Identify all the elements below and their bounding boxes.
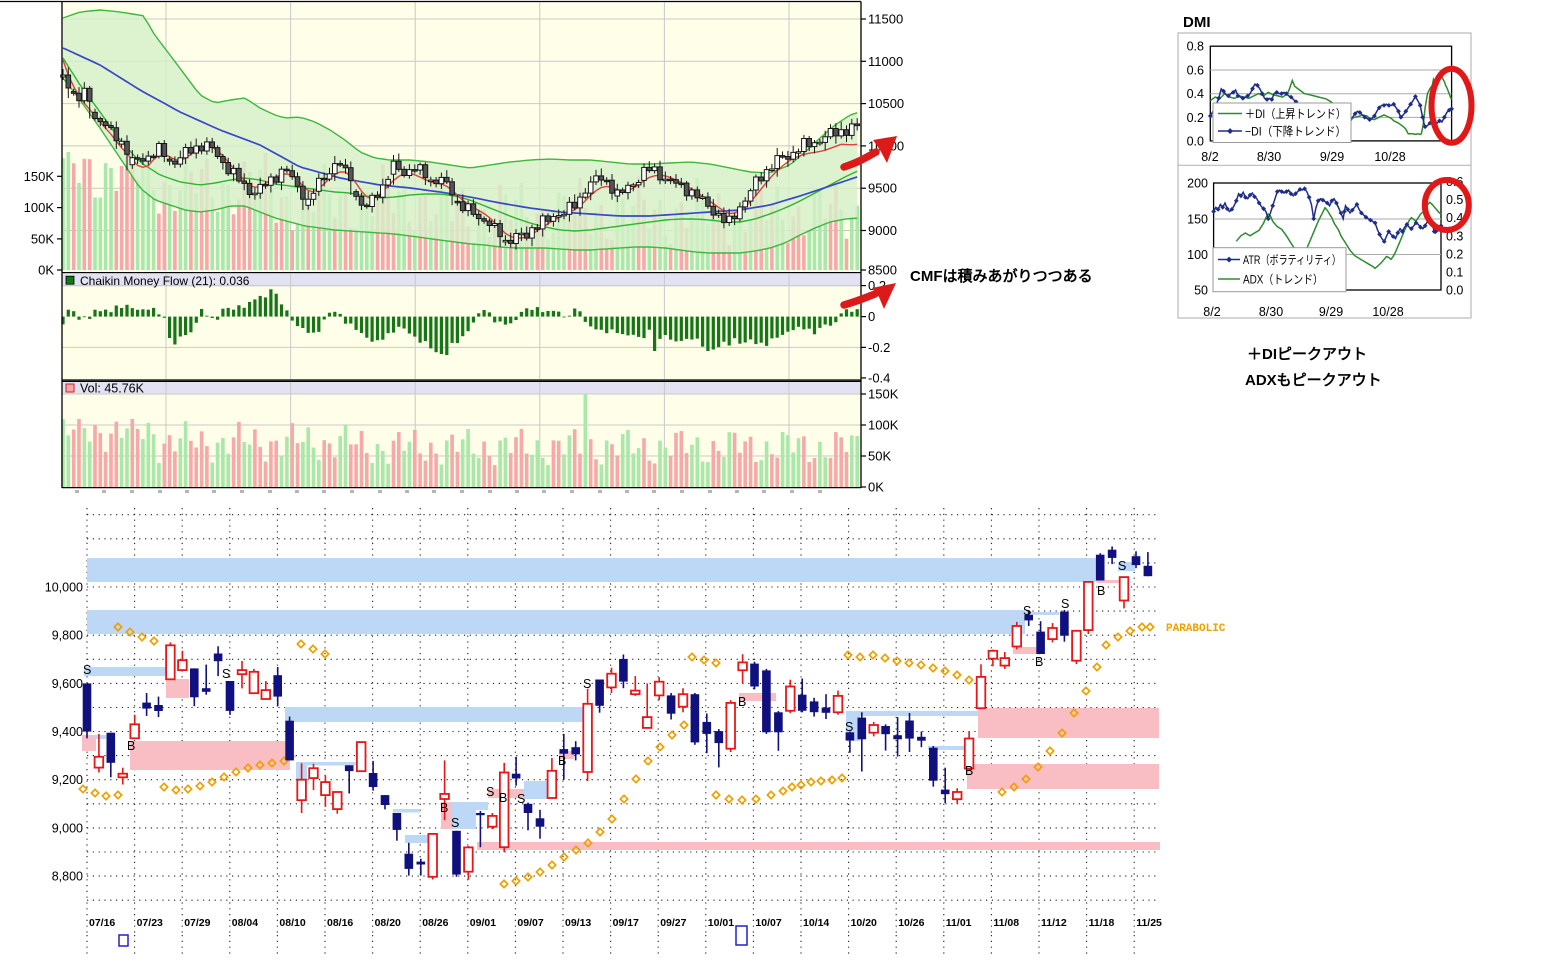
- svg-text:9/29: 9/29: [1319, 305, 1343, 319]
- svg-text:0.1: 0.1: [1446, 266, 1463, 280]
- svg-text:0K: 0K: [868, 480, 884, 495]
- svg-text:-0.2: -0.2: [868, 340, 890, 355]
- svg-text:0.0: 0.0: [1446, 284, 1463, 298]
- svg-text:150K: 150K: [868, 387, 899, 402]
- svg-text:B: B: [1097, 584, 1105, 598]
- svg-text:9,800: 9,800: [52, 629, 83, 643]
- svg-text:0.8: 0.8: [1187, 40, 1204, 54]
- svg-text:Vol: 45.76K: Vol: 45.76K: [80, 382, 145, 396]
- svg-text:S: S: [1118, 559, 1126, 573]
- svg-text:＋DIピークアウト: ＋DIピークアウト: [1247, 346, 1367, 363]
- svg-text:50K: 50K: [31, 231, 54, 246]
- svg-text:B: B: [558, 754, 566, 768]
- svg-text:S: S: [1023, 604, 1031, 618]
- svg-text:S: S: [451, 816, 459, 830]
- svg-text:09/17: 09/17: [613, 917, 639, 929]
- svg-text:07/16: 07/16: [89, 917, 115, 929]
- svg-text:Chaikin Money Flow (21): 0.036: Chaikin Money Flow (21): 0.036: [80, 274, 250, 288]
- svg-text:0.2: 0.2: [1446, 247, 1463, 261]
- svg-text:10/14: 10/14: [803, 917, 829, 929]
- svg-text:0.5: 0.5: [1446, 193, 1463, 207]
- svg-text:50: 50: [1194, 284, 1208, 298]
- svg-text:09/13: 09/13: [565, 917, 591, 929]
- svg-text:8/2: 8/2: [1201, 150, 1218, 164]
- svg-text:11000: 11000: [868, 54, 903, 69]
- svg-text:08/10: 08/10: [279, 917, 305, 929]
- svg-text:09/01: 09/01: [470, 917, 496, 929]
- svg-text:08/16: 08/16: [327, 917, 353, 929]
- svg-text:07/29: 07/29: [184, 917, 210, 929]
- svg-text:100K: 100K: [24, 200, 55, 215]
- svg-text:9,000: 9,000: [52, 821, 83, 835]
- svg-text:10/28: 10/28: [1372, 305, 1403, 319]
- svg-text:9000: 9000: [868, 223, 897, 238]
- svg-text:08/20: 08/20: [375, 917, 401, 929]
- svg-text:08/04: 08/04: [232, 917, 258, 929]
- svg-text:ADXもピークアウト: ADXもピークアウト: [1245, 372, 1382, 389]
- svg-text:0.4: 0.4: [1187, 87, 1204, 101]
- svg-text:0.4: 0.4: [1446, 211, 1463, 225]
- svg-text:8,800: 8,800: [52, 870, 83, 884]
- svg-text:9/29: 9/29: [1320, 150, 1344, 164]
- svg-text:DMI: DMI: [1183, 14, 1211, 31]
- svg-text:0.0: 0.0: [1187, 134, 1204, 148]
- svg-text:0K: 0K: [38, 263, 54, 278]
- svg-text:ADX（トレンド）: ADX（トレンド）: [1243, 273, 1323, 287]
- svg-text:8/2: 8/2: [1203, 305, 1220, 319]
- svg-text:10/28: 10/28: [1374, 150, 1405, 164]
- svg-text:−DI（下降トレンド）: −DI（下降トレンド）: [1245, 125, 1346, 139]
- svg-text:09/27: 09/27: [660, 917, 686, 929]
- svg-text:50K: 50K: [868, 449, 891, 464]
- svg-text:150K: 150K: [24, 169, 55, 184]
- svg-text:B: B: [127, 739, 135, 753]
- svg-text:0.2: 0.2: [1187, 111, 1204, 125]
- svg-text:10/20: 10/20: [851, 917, 877, 929]
- svg-text:08/26: 08/26: [422, 917, 448, 929]
- svg-text:100: 100: [1187, 248, 1208, 262]
- svg-text:S: S: [222, 667, 230, 681]
- svg-text:10,000: 10,000: [45, 581, 83, 595]
- svg-text:S: S: [517, 792, 525, 806]
- svg-text:10/26: 10/26: [898, 917, 924, 929]
- svg-text:11/25: 11/25: [1136, 917, 1162, 929]
- svg-text:8/30: 8/30: [1259, 305, 1283, 319]
- svg-text:11/12: 11/12: [1041, 917, 1067, 929]
- svg-text:10/01: 10/01: [708, 917, 734, 929]
- svg-text:B: B: [1035, 655, 1043, 669]
- svg-text:8/30: 8/30: [1257, 150, 1281, 164]
- svg-text:11/08: 11/08: [993, 917, 1019, 929]
- svg-text:10500: 10500: [868, 96, 904, 111]
- svg-text:B: B: [440, 801, 448, 815]
- svg-text:S: S: [486, 785, 494, 799]
- svg-text:150: 150: [1187, 213, 1208, 227]
- svg-text:11500: 11500: [868, 12, 903, 27]
- svg-text:S: S: [1061, 597, 1069, 611]
- svg-text:S: S: [583, 677, 591, 691]
- svg-text:CMFは積みあがりつつある: CMFは積みあがりつつある: [910, 267, 1093, 285]
- svg-text:9,400: 9,400: [52, 725, 83, 739]
- svg-text:9,600: 9,600: [52, 677, 83, 691]
- svg-text:10/07: 10/07: [755, 917, 781, 929]
- svg-text:-0.4: -0.4: [868, 370, 890, 385]
- svg-text:B: B: [738, 695, 746, 709]
- svg-text:11/18: 11/18: [1089, 917, 1115, 929]
- svg-text:0: 0: [868, 309, 875, 324]
- svg-text:0.3: 0.3: [1446, 229, 1463, 243]
- svg-text:100K: 100K: [868, 418, 899, 433]
- svg-text:200: 200: [1187, 177, 1208, 191]
- svg-text:09/07: 09/07: [517, 917, 543, 929]
- svg-text:9500: 9500: [868, 181, 897, 196]
- svg-text:8500: 8500: [868, 263, 897, 278]
- svg-text:0.6: 0.6: [1187, 64, 1204, 78]
- svg-text:S: S: [83, 663, 91, 677]
- svg-text:S: S: [845, 720, 853, 734]
- svg-text:＋DI（上昇トレンド）: ＋DI（上昇トレンド）: [1245, 107, 1346, 121]
- svg-text:07/23: 07/23: [137, 917, 163, 929]
- svg-text:B: B: [965, 764, 973, 778]
- svg-text:B: B: [499, 791, 507, 805]
- svg-text:ATR（ボラティリティ）: ATR（ボラティリティ）: [1243, 253, 1341, 267]
- svg-text:PARABOLIC: PARABOLIC: [1166, 623, 1226, 635]
- svg-text:9,200: 9,200: [52, 773, 83, 787]
- svg-text:11/01: 11/01: [946, 917, 972, 929]
